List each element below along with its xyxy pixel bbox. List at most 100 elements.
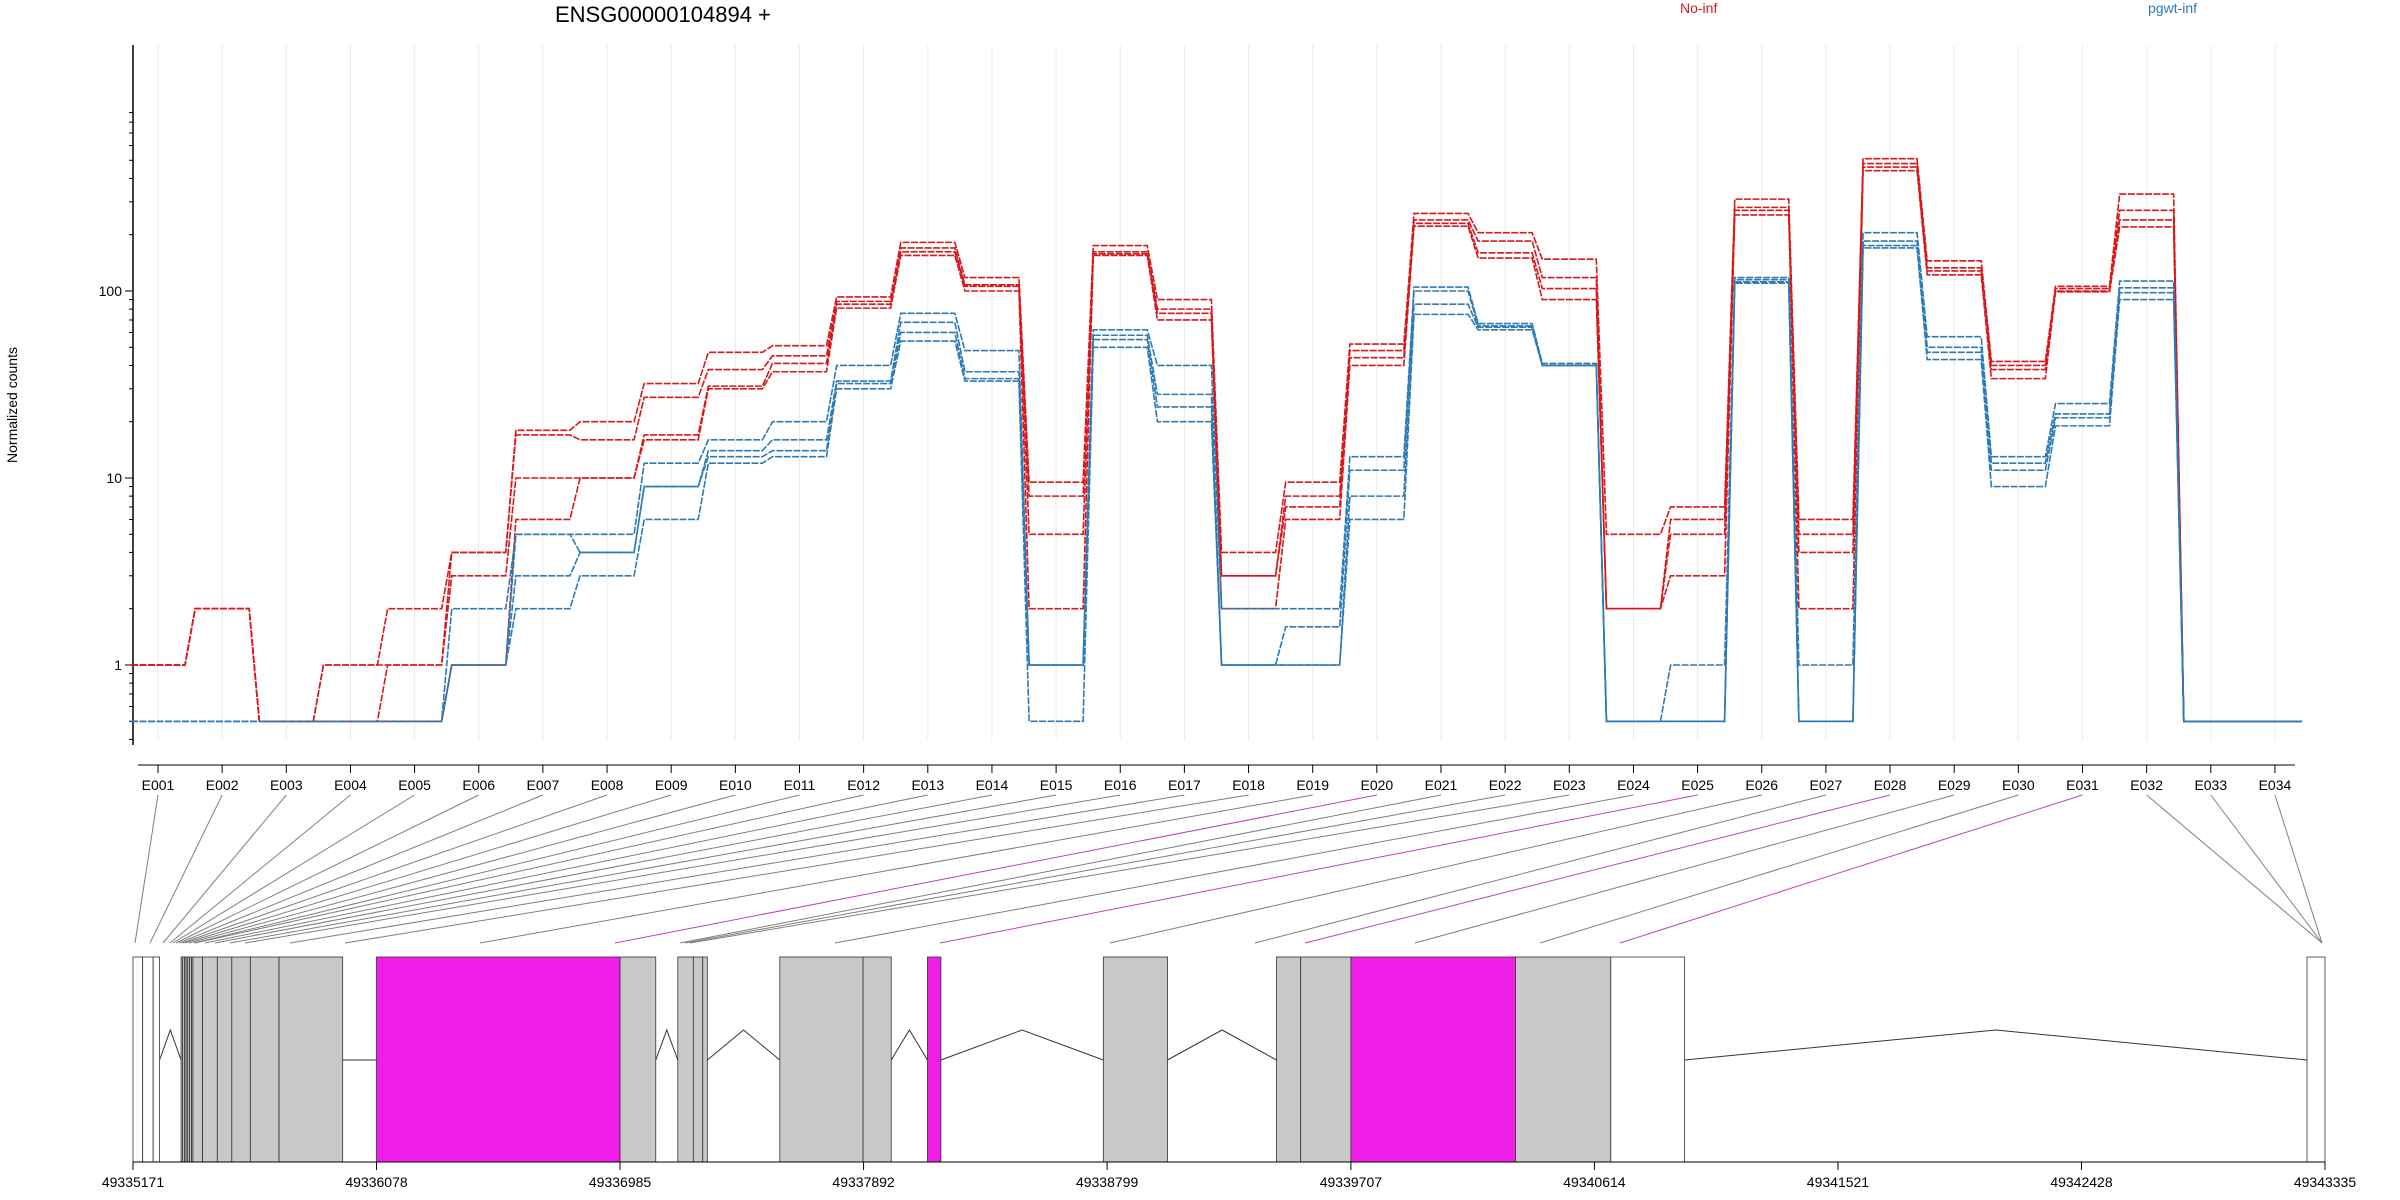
exon-block	[278, 956, 344, 1163]
x-tick-label: E033	[2194, 777, 2227, 793]
coordinate-label: 49337892	[832, 1174, 895, 1190]
exon-block	[702, 956, 708, 1163]
x-tick-label: E001	[142, 777, 175, 793]
x-tick-label: E007	[527, 777, 560, 793]
exon-block	[192, 956, 203, 1163]
exon-connector	[229, 794, 1057, 944]
exon-connector	[344, 794, 1249, 944]
x-tick-label: E023	[1553, 777, 1586, 793]
coordinate-label: 49336985	[589, 1174, 652, 1190]
x-tick-label: E003	[270, 777, 303, 793]
vertical-grid	[157, 45, 2276, 740]
intron-line	[655, 1028, 679, 1061]
x-tick-label: E026	[1745, 777, 1778, 793]
exon-connector	[178, 794, 544, 944]
exon-block	[1102, 956, 1168, 1163]
exon-block	[152, 956, 160, 1163]
x-tick-label: E020	[1360, 777, 1393, 793]
exon-connector	[149, 794, 223, 944]
exon-connector	[679, 794, 1442, 944]
exon-connector	[1109, 794, 1762, 944]
series-line-pgwt-inf	[131, 231, 2302, 723]
exon-connector	[289, 794, 1185, 944]
intron-line	[890, 1029, 928, 1061]
y-axis: 1 10 100	[99, 45, 134, 745]
exon-connector	[1539, 794, 2019, 944]
exon-block	[1515, 956, 1612, 1163]
exon-connector	[184, 794, 672, 944]
exon-connector	[1254, 794, 1827, 944]
y-tick-label: 1	[114, 657, 122, 673]
series-lines	[131, 157, 2302, 723]
exon-block	[202, 956, 218, 1163]
x-tick-label: E005	[398, 777, 431, 793]
exon-connector	[188, 794, 736, 944]
exon-block	[132, 956, 144, 1163]
exon-connector	[204, 794, 928, 944]
exon-block	[677, 956, 694, 1163]
intron-line	[940, 1029, 1104, 1061]
exon-connector	[214, 794, 993, 944]
exon-connector	[169, 794, 351, 944]
coordinate-label: 49339707	[1320, 1174, 1383, 1190]
x-tick-label: E018	[1232, 777, 1265, 793]
exon-connector	[2274, 794, 2323, 944]
exon-block	[862, 956, 892, 1163]
exon-connector	[2146, 794, 2323, 944]
exon-connectors	[134, 794, 2323, 944]
exon-connector	[193, 794, 800, 944]
exon-connector	[939, 794, 1698, 944]
exon-block	[779, 956, 864, 1163]
coordinate-label: 49335171	[102, 1174, 165, 1190]
exon-block	[927, 956, 942, 1163]
chart-title: ENSG00000104894 +	[555, 2, 771, 27]
coordinate-label: 49343335	[2294, 1174, 2357, 1190]
exon-block	[619, 956, 657, 1163]
exon-connector	[834, 794, 1634, 944]
coordinate-label: 49336078	[345, 1174, 408, 1190]
exon-connector	[134, 794, 159, 944]
x-tick-label: E011	[784, 777, 816, 793]
coordinate-label: 49342428	[2050, 1174, 2113, 1190]
exon-connector	[689, 794, 1570, 944]
exon-block	[692, 956, 704, 1163]
exon-block	[1300, 956, 1352, 1163]
x-tick-label: E027	[1810, 777, 1843, 793]
exon-connector	[194, 794, 864, 944]
exon-connector	[162, 794, 287, 944]
x-tick-label: E028	[1874, 777, 1907, 793]
x-tick-label: E016	[1104, 777, 1137, 793]
x-tick-label: E010	[719, 777, 752, 793]
exon-block	[1276, 956, 1302, 1163]
intron-line	[1684, 1029, 2308, 1061]
exon-block	[231, 956, 251, 1163]
exon-connector	[1304, 794, 1891, 944]
exon-connector	[614, 794, 1377, 944]
legend-entry-no-inf: No-inf	[1680, 0, 1718, 16]
coordinate-label: 49340614	[1563, 1174, 1626, 1190]
x-tick-label: E017	[1168, 777, 1201, 793]
x-tick-label: E021	[1425, 777, 1458, 793]
intron-line	[159, 1028, 182, 1061]
exon-connector	[1619, 794, 2083, 944]
exon-block	[2306, 956, 2326, 1163]
exon-block	[1610, 956, 1686, 1163]
exon-connector	[172, 794, 415, 944]
series-line-no-inf	[131, 166, 2302, 723]
coordinate-label: 49338799	[1076, 1174, 1139, 1190]
intron-line	[706, 1029, 781, 1061]
x-tick-label: E029	[1938, 777, 1971, 793]
exon-connector	[684, 794, 1506, 944]
x-tick-label: E032	[2130, 777, 2163, 793]
x-tick-label: E030	[2002, 777, 2035, 793]
x-tick-label: E002	[206, 777, 239, 793]
y-tick-label: 10	[106, 470, 122, 486]
coordinate-label: 49341521	[1807, 1174, 1870, 1190]
x-tick-label: E009	[655, 777, 688, 793]
x-tick-label: E015	[1040, 777, 1073, 793]
exon-connector	[2210, 794, 2323, 944]
x-tick-label: E012	[847, 777, 880, 793]
x-tick-label: E022	[1489, 777, 1522, 793]
exon-connector	[181, 794, 608, 944]
